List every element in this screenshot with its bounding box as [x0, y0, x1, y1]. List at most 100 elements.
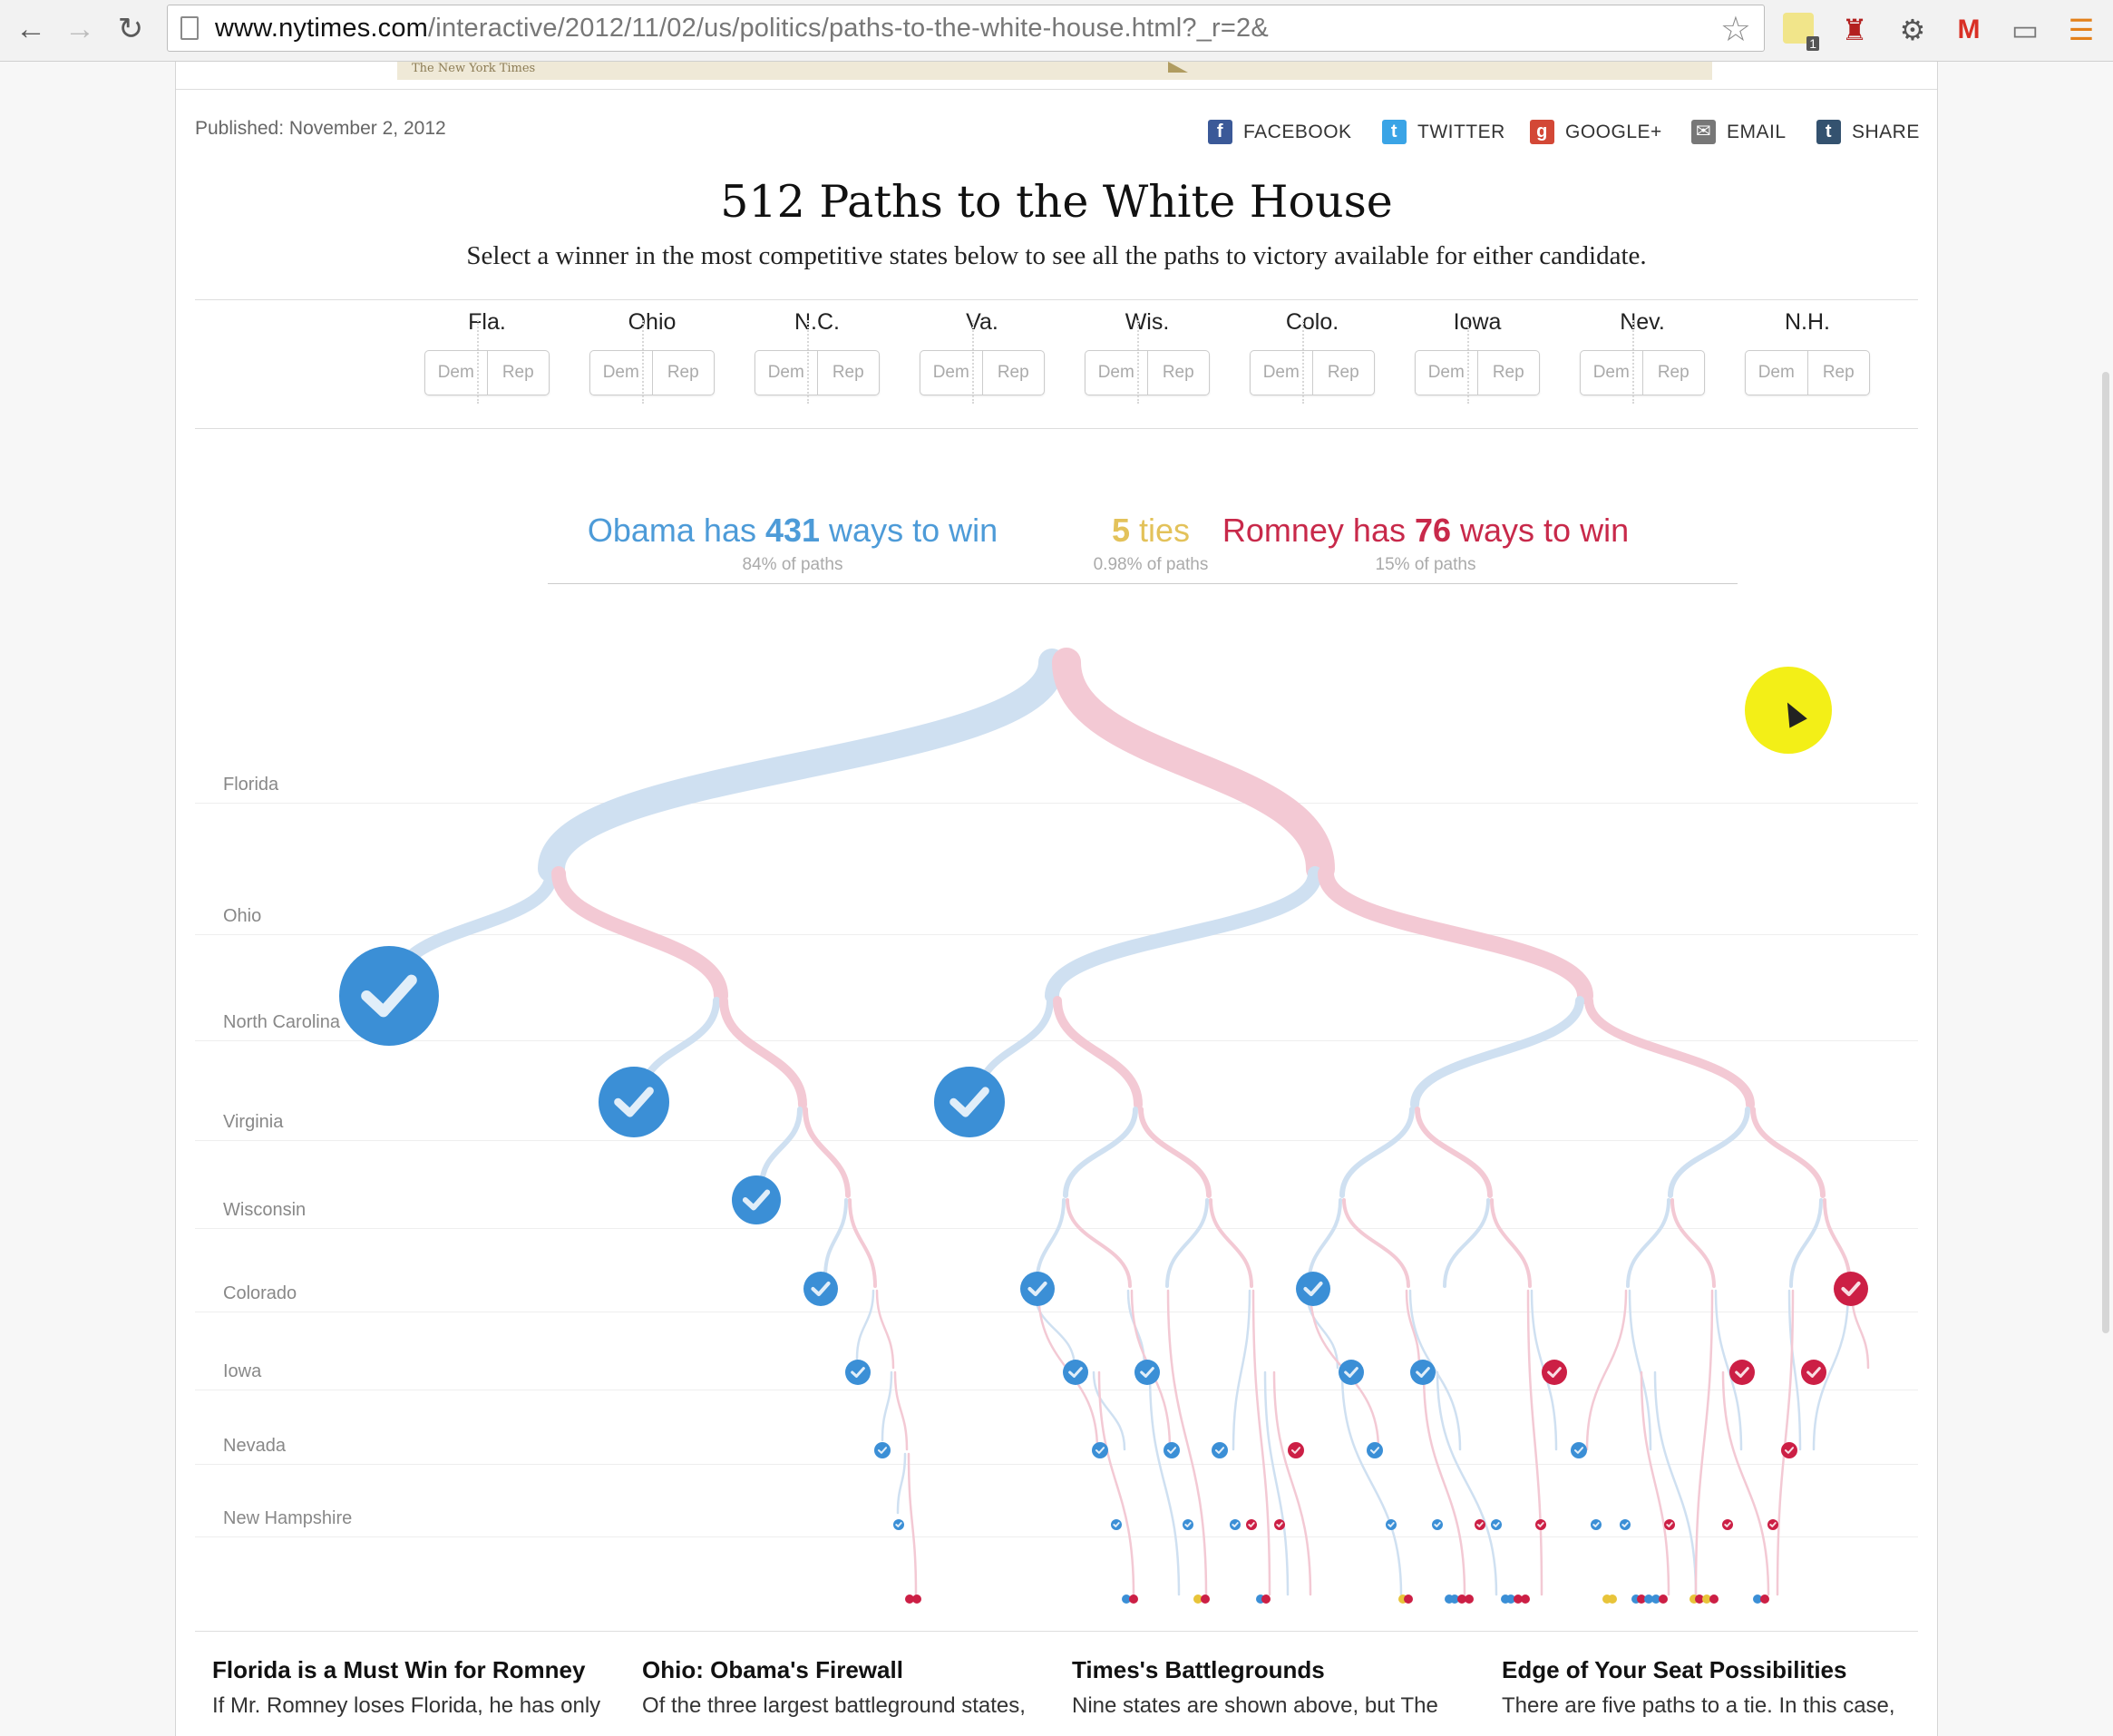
leaf-check-icon [1465, 1595, 1474, 1604]
leaf-check-icon [1608, 1595, 1617, 1604]
check-mark [1140, 1367, 1154, 1378]
tree-branch [1415, 1107, 1493, 1198]
article-headline[interactable]: Ohio: Obama's Firewall [642, 1656, 903, 1683]
article-battlegrounds[interactable]: Times's Battlegrounds Nine states are sho… [1072, 1656, 1438, 1719]
article-page: The New York Times Published: November 2… [175, 62, 1938, 1736]
tree-branch [538, 649, 1066, 883]
share-facebook[interactable]: f FACEBOOK [1208, 120, 1352, 144]
tree-branch [1066, 1198, 1132, 1288]
leaf-check-icon [1506, 1595, 1515, 1604]
tree-branch [803, 1107, 851, 1198]
obama-summary: Obama has 431 ways to win 84% of paths [548, 512, 1037, 575]
rep-button[interactable]: Rep [832, 363, 864, 382]
dem-button[interactable]: Dem [1251, 351, 1313, 395]
share-twitter[interactable]: t TWITTER [1382, 120, 1505, 144]
tree-branch [875, 1289, 895, 1370]
gmail-icon[interactable]: M [1957, 15, 1981, 44]
tree-branch [1585, 1289, 1628, 1451]
address-bar[interactable]: www.nytimes.com/interactive/2012/11/02/u… [167, 5, 1765, 52]
article-florida[interactable]: Florida is a Must Win for Romney If Mr. R… [212, 1656, 600, 1719]
check-mark [1113, 1522, 1120, 1527]
tree-branch [1640, 1370, 1670, 1596]
tree-branch [1787, 1289, 1802, 1451]
state-separator [477, 320, 479, 404]
url-text[interactable]: www.nytimes.com/interactive/2012/11/02/u… [215, 14, 1269, 43]
dem-button[interactable]: Dem [1086, 351, 1148, 395]
tree-branch [1405, 1289, 1421, 1370]
dem-button[interactable]: Dem [755, 351, 818, 395]
share-tumblr[interactable]: t SHARE [1816, 120, 1920, 144]
state-name: Colo. [1285, 309, 1339, 335]
extension-icon[interactable]: 1 [1783, 13, 1819, 51]
article-ohio[interactable]: Ohio: Obama's Firewall Of the three large… [642, 1656, 1026, 1719]
tree-branch [1092, 1370, 1126, 1451]
rep-button[interactable]: Rep [1492, 363, 1524, 382]
twitter-icon: t [1382, 120, 1407, 144]
check-mark [1493, 1522, 1500, 1527]
tree-branch [1721, 1370, 1770, 1596]
article-headline[interactable]: Edge of Your Seat Possibilities [1502, 1656, 1847, 1683]
reload-icon[interactable]: ↻ [117, 12, 144, 46]
share-email[interactable]: ✉ EMAIL [1691, 120, 1787, 144]
check-mark [1724, 1522, 1731, 1527]
check-mark [1290, 1447, 1301, 1454]
leaf-check-icon [1521, 1595, 1530, 1604]
win-check-icon [934, 1067, 1005, 1137]
check-mark [1841, 1281, 1861, 1297]
state-separator [807, 320, 809, 404]
settings-gear-icon[interactable]: ⚙ [1899, 14, 1926, 46]
dem-button[interactable]: Dem [425, 351, 488, 395]
row-label-wisconsin: Wisconsin [223, 1200, 307, 1220]
forward-icon[interactable]: → [64, 11, 95, 46]
row-line [195, 934, 1918, 935]
share-google-plus[interactable]: g GOOGLE+ [1530, 120, 1662, 144]
cast-icon[interactable]: ▭ [2011, 14, 2040, 46]
menu-icon[interactable]: ☰ [2068, 14, 2095, 46]
dem-button[interactable]: Dem [920, 351, 983, 395]
check-mark [949, 1087, 989, 1117]
check-mark [1416, 1367, 1430, 1378]
state-name: N.C. [794, 309, 840, 335]
rep-button[interactable]: Rep [1657, 363, 1689, 382]
check-mark [1573, 1447, 1584, 1454]
tree-branch [551, 866, 728, 1003]
state-selector-iowa: Iowa Dem Rep [1395, 309, 1560, 395]
article-ties[interactable]: Edge of Your Seat Possibilities There are… [1502, 1656, 1895, 1719]
rep-button[interactable]: Rep [501, 363, 534, 382]
win-check-icon [1164, 1442, 1180, 1458]
row-label-north-carolina: North Carolina [223, 1012, 340, 1032]
dem-button[interactable]: Dem [590, 351, 653, 395]
rep-button[interactable]: Rep [997, 363, 1029, 382]
rep-button[interactable]: Rep [1327, 363, 1359, 382]
page-scrollbar[interactable] [2102, 372, 2109, 1333]
tree-branch [1653, 1370, 1698, 1596]
tree-branch [1340, 1370, 1403, 1596]
rep-button[interactable]: Rep [1822, 363, 1855, 382]
rep-button[interactable]: Rep [1162, 363, 1194, 382]
tree-branch [881, 1370, 893, 1442]
paths-tree [339, 648, 1870, 1604]
dem-button[interactable]: Dem [1746, 351, 1808, 395]
check-mark [1068, 1367, 1083, 1378]
win-check-icon [1729, 1360, 1755, 1385]
top-banner-ad[interactable]: The New York Times [397, 62, 1712, 80]
check-mark [1214, 1447, 1225, 1454]
rep-button[interactable]: Rep [667, 363, 699, 382]
dem-button[interactable]: Dem [1581, 351, 1643, 395]
tree-branch [1165, 1198, 1209, 1288]
check-mark [1476, 1522, 1484, 1527]
tree-branch [1209, 1198, 1253, 1288]
dem-button[interactable]: Dem [1416, 351, 1478, 395]
back-icon[interactable]: ← [15, 11, 46, 46]
win-check-icon [1834, 1272, 1868, 1306]
check-mark [1735, 1367, 1749, 1378]
tree-branch [759, 1107, 803, 1189]
bookmark-star-icon[interactable]: ☆ [1719, 11, 1751, 49]
article-headline[interactable]: Florida is a Must Win for Romney [212, 1656, 586, 1683]
state-separator [972, 320, 974, 404]
state-selector-colo: Colo. Dem Rep [1230, 309, 1395, 395]
chair-extension-icon[interactable]: ♜ [1841, 14, 1868, 46]
tree-branch [896, 1452, 907, 1515]
check-mark [851, 1367, 865, 1378]
article-headline[interactable]: Times's Battlegrounds [1072, 1656, 1325, 1683]
